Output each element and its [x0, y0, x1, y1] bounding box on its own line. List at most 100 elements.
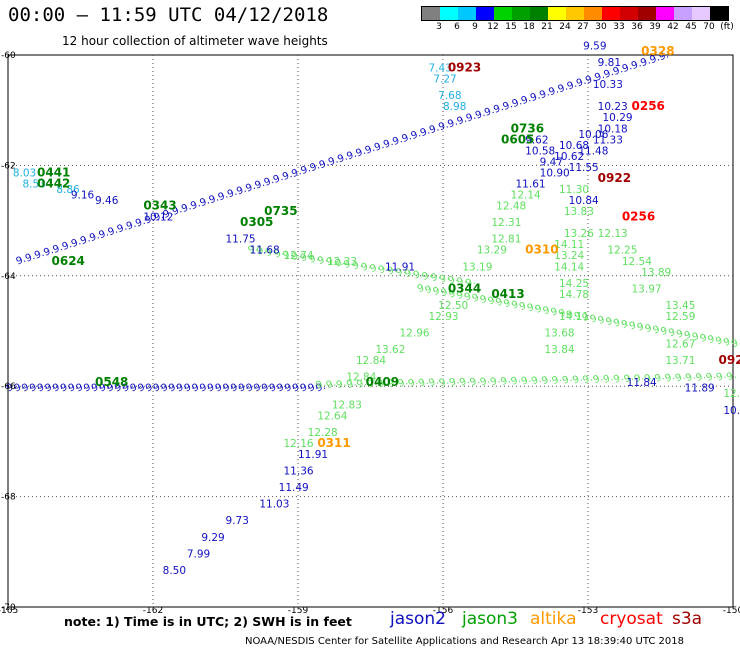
page-title: 00:00 – 11:59 UTC 04/12/2018	[8, 4, 329, 26]
track-mark-jason2: 9.	[299, 163, 312, 177]
track-mark-jason2: 9.	[244, 181, 257, 195]
color-swatch	[422, 7, 440, 20]
track-mark-jason3: 9.	[499, 374, 512, 388]
pass-time-label: 0442	[37, 176, 70, 190]
lon-tick-label: -162	[143, 606, 163, 616]
wave-height-label: 9.62	[525, 134, 548, 146]
track-mark-jason3: 9.	[571, 373, 584, 387]
track-mark-jason3: 9.	[468, 375, 481, 389]
pass-time-label: 0310	[525, 243, 558, 257]
wave-height-label: 11.48	[578, 145, 608, 157]
track-mark-jason2: 9.	[345, 149, 358, 163]
color-swatch	[512, 7, 530, 20]
track-mark-jason2: 9.	[82, 381, 95, 395]
color-scale-label: 18	[523, 22, 535, 32]
wave-height-label: 11.36	[284, 466, 314, 478]
track-mark-jason2: 9.	[511, 96, 524, 110]
track-mark-jason3: 9.	[667, 326, 680, 340]
track-mark-jason2: 9.	[143, 213, 156, 227]
track-mark-jason2: 9.	[556, 82, 569, 96]
pass-time-label: 0256	[632, 99, 665, 113]
legend-cryosat: cryosat	[600, 609, 663, 629]
pass-time-label: 0922	[598, 171, 631, 185]
track-mark-jason2: 9.	[175, 381, 188, 395]
track-mark-jason3: 9.	[479, 292, 492, 306]
track-mark-jason2: 9.	[136, 381, 149, 395]
track-mark-jason2: 9.	[428, 122, 441, 136]
pass-time-label: 0736	[511, 121, 544, 135]
track-mark-jason2: 9.	[290, 166, 303, 180]
track-mark-jason3: 9.	[530, 374, 543, 388]
color-scale-label: 3	[436, 22, 442, 32]
track-mark-jason2: 9.	[245, 381, 258, 395]
track-mark-jason3: 9.	[355, 377, 368, 391]
track-mark-jason3: 9.	[264, 245, 277, 259]
color-scale-labels: 3 6 9 12 15 18 21 24 27 30 33 36 39 42 45 70 (ft)	[421, 22, 740, 34]
units-note: note: 1) Time is in UTC; 2) SWH is in fe…	[64, 614, 352, 629]
track-mark-jason3: 9.	[561, 373, 574, 387]
wave-height-label: 12.28	[308, 427, 338, 439]
legend-altika: altika	[530, 609, 577, 629]
wave-height-label: 13.26	[564, 228, 594, 240]
track-mark-jason3: 9.	[432, 284, 445, 298]
legend-jason3: jason3	[462, 609, 518, 629]
track-mark-jason3: 9.	[675, 327, 688, 341]
track-mark-jason2: 9.	[658, 50, 671, 64]
track-mark-jason3: 9.	[518, 299, 531, 313]
track-mark-jason3: 9.	[644, 321, 657, 335]
track-mark-jason3: 9.	[592, 372, 605, 386]
track-mark-jason3: 9.	[247, 243, 260, 257]
wave-height-label: 8.50	[163, 565, 186, 577]
wave-height-label: 12.59	[665, 311, 695, 323]
track-mark-jason2: 9.	[237, 381, 250, 395]
track-mark-jason3: 9.	[376, 377, 389, 391]
track-mark-jason3: 9.	[421, 269, 434, 283]
color-swatch	[548, 7, 566, 20]
wave-height-label: 11.61	[516, 178, 546, 190]
wave-height-label: 11.91	[298, 449, 328, 461]
track-mark-jason2: 9.	[88, 230, 101, 244]
wave-height-label: 12.25	[607, 245, 637, 257]
map-frame	[7, 54, 734, 608]
track-mark-jason2: 9.	[391, 134, 404, 148]
wave-height-label: 10.84	[569, 195, 599, 207]
track-mark-jason2: 9.	[97, 228, 110, 242]
wave-height-label: 10.23	[598, 101, 628, 113]
wave-height-label: 12.84	[346, 372, 376, 384]
wave-height-label: 12.83	[332, 399, 362, 411]
track-mark-jason2: 9.	[229, 381, 242, 395]
wave-height-label: 10.12	[143, 212, 173, 224]
wave-height-label: 13.45	[665, 300, 695, 312]
track-mark-jason2: 9.	[160, 381, 173, 395]
track-mark-jason3: 9.	[407, 376, 420, 390]
track-mark-jason2: 9.	[276, 381, 289, 395]
wave-height-label: 12.93	[429, 311, 459, 323]
track-mark-jason3: 9.	[403, 267, 416, 281]
track-mark-jason3: 9.	[722, 335, 735, 349]
track-mark-jason3: 9.	[487, 294, 500, 308]
pass-time-label: 0548	[95, 375, 128, 389]
pass-time-label: 0923	[448, 61, 481, 75]
wave-height-label: 8.86	[56, 184, 80, 196]
track-mark-jason3: 9.	[447, 273, 460, 287]
track-mark-jason3: 9.	[471, 291, 484, 305]
track-mark-jason2: 9.	[299, 381, 312, 395]
track-mark-jason2: 9.	[538, 87, 551, 101]
pass-time-label: 0311	[317, 436, 350, 450]
track-mark-jason2: 9.	[67, 381, 80, 395]
track-mark-jason3: 9.	[314, 378, 327, 392]
track-mark-jason3: 9.	[534, 302, 547, 316]
track-mark-jason2: 9.	[602, 67, 615, 81]
track-mark-jason2: 9.	[90, 381, 103, 395]
track-mark-jason3: 9.	[290, 249, 303, 263]
track-mark-jason2: 9.	[272, 172, 285, 186]
track-mark-jason3: 9.	[417, 376, 430, 390]
track-mark-jason3: 9.	[589, 312, 602, 326]
wave-height-label: 13.84	[545, 344, 575, 356]
track-mark-jason2: 9.	[33, 248, 46, 262]
wave-height-values: 7.437.27 7.688.98 8.038.53 8.86 9.59 9.81 10.3…	[13, 40, 740, 576]
track-mark-jason2: 9.	[206, 381, 219, 395]
track-mark-jason2: 9.	[152, 210, 165, 224]
track-mark-jason2: 9.	[116, 222, 129, 236]
track-mark-jason2: 9.	[134, 216, 147, 230]
